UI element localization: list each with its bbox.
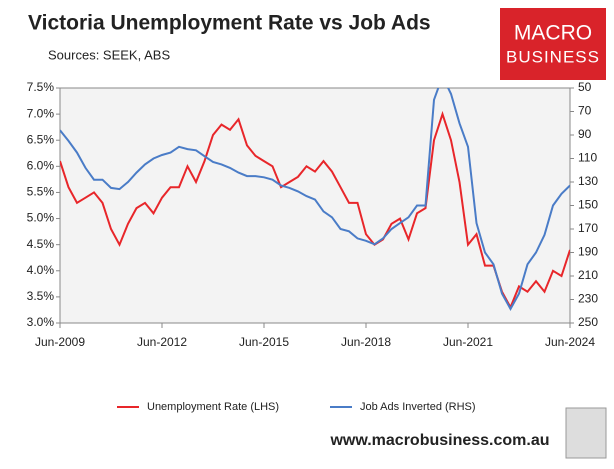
y-tick-label: 5.0% xyxy=(27,211,55,225)
x-tick-label: Jun-2018 xyxy=(341,335,391,349)
y2-tick-label: 230 xyxy=(578,292,598,306)
y-tick-label: 4.5% xyxy=(27,237,55,251)
y-tick-label: 4.0% xyxy=(27,263,55,277)
y2-tick-label: 50 xyxy=(578,80,592,94)
x-tick-label: Jun-2021 xyxy=(443,335,493,349)
legend-label: Job Ads Inverted (RHS) xyxy=(360,401,476,413)
legend-label: Unemployment Rate (LHS) xyxy=(147,401,279,413)
y2-tick-label: 130 xyxy=(578,174,598,188)
y-tick-label: 5.5% xyxy=(27,185,55,199)
y2-tick-label: 90 xyxy=(578,127,592,141)
y2-tick-label: 170 xyxy=(578,221,598,235)
logo-icon xyxy=(565,407,607,459)
logo-text: MACRO xyxy=(514,22,592,45)
y2-tick-label: 150 xyxy=(578,198,598,212)
footer: www.macrobusiness.com.au xyxy=(329,432,549,449)
y-tick-label: 6.5% xyxy=(27,132,55,146)
y2-tick-label: 190 xyxy=(578,245,598,259)
logo-box xyxy=(500,8,606,80)
y2-tick-label: 210 xyxy=(578,268,598,282)
y-tick-label: 3.0% xyxy=(27,315,55,329)
y-tick-label: 6.0% xyxy=(27,159,55,173)
x-tick-label: Jun-2012 xyxy=(137,335,187,349)
x-tick-label: Jun-2024 xyxy=(545,335,595,349)
y2-tick-label: 250 xyxy=(578,315,598,329)
y2-tick-label: 110 xyxy=(578,151,597,165)
chart-title: Victoria Unemployment Rate vs Job Ads xyxy=(28,12,431,35)
y-tick-label: 7.0% xyxy=(27,106,55,120)
series-line xyxy=(60,88,570,311)
plot-area xyxy=(59,87,571,324)
subtitle: Sources: SEEK, ABS xyxy=(48,47,170,62)
series-line xyxy=(60,110,570,310)
x-tick-label: Jun-2009 xyxy=(35,335,85,349)
y-tick-label: 7.5% xyxy=(27,80,55,94)
y2-tick-label: 70 xyxy=(578,104,592,118)
logo-text: BUSINESS xyxy=(506,47,600,66)
x-tick-label: Jun-2015 xyxy=(239,335,289,349)
y-tick-label: 3.5% xyxy=(27,289,55,303)
